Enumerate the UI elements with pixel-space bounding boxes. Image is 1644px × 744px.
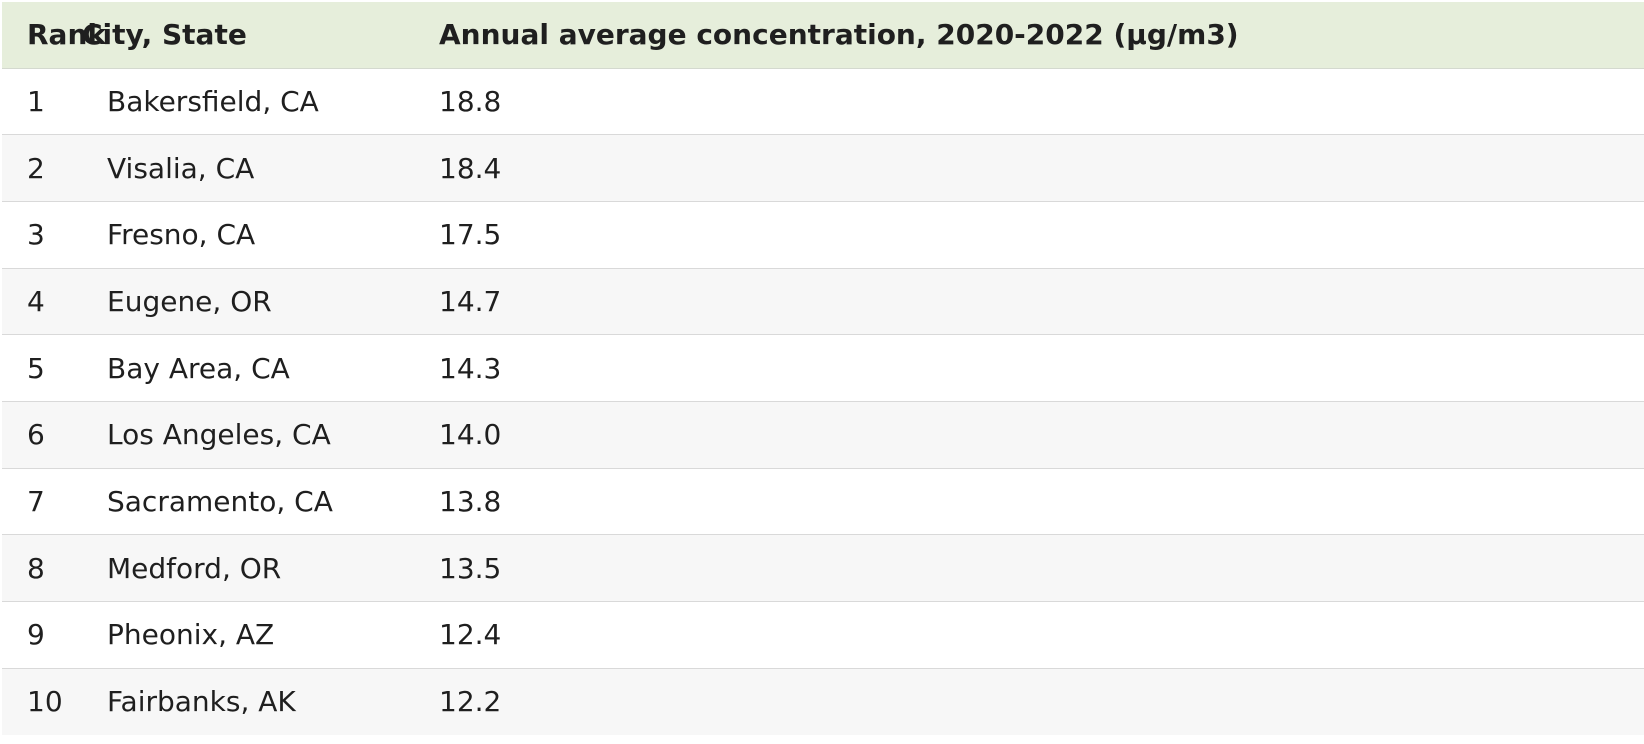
table-row: 4 Eugene, OR 14.7 <box>2 268 1644 336</box>
cell-value: 13.8 <box>413 468 1644 536</box>
cell-rank: 8 <box>2 534 82 602</box>
table-row: 7 Sacramento, CA 13.8 <box>2 468 1644 536</box>
cell-city: Fairbanks, AK <box>107 685 296 719</box>
table-row: 5 Bay Area, CA 14.3 <box>2 334 1644 402</box>
table-row: 9 Pheonix, AZ 12.4 <box>2 601 1644 669</box>
cell-city: Bakersfield, CA <box>82 68 413 136</box>
header-value-label: Annual average concentration, 2020-2022 … <box>439 18 1239 52</box>
cell-rank: 7 <box>2 468 82 536</box>
cell-value: 12.4 <box>413 601 1644 669</box>
table-row: 10 Fairbanks, AK 12.2 <box>2 668 1644 735</box>
cell-city: Medford, OR <box>82 534 413 602</box>
cell-rank: 10 <box>27 685 63 719</box>
cell-rank: 4 <box>2 268 82 336</box>
table-row: 3 Fresno, CA 17.5 <box>2 201 1644 269</box>
cell-value: 14.7 <box>413 268 1644 336</box>
cell-rank: 2 <box>2 134 82 202</box>
header-city: City, State <box>82 2 413 69</box>
cell-value: 13.5 <box>413 534 1644 602</box>
cell-value: 14.3 <box>413 334 1644 402</box>
header-city-label: City, State <box>82 18 247 52</box>
cell-city: Fresno, CA <box>82 201 413 269</box>
cell-city: Eugene, OR <box>82 268 413 336</box>
cell-rank: 3 <box>2 201 82 269</box>
header-rank: Rank <box>2 2 106 69</box>
cell-city: Pheonix, AZ <box>82 601 413 669</box>
header-row: Rank City, State Annual average concentr… <box>2 2 1644 69</box>
cell-value: 14.0 <box>413 401 1644 469</box>
cell-city: Los Angeles, CA <box>82 401 413 469</box>
table-header: Rank City, State Annual average concentr… <box>2 2 1644 69</box>
table-row: 8 Medford, OR 13.5 <box>2 534 1644 602</box>
table-row: 2 Visalia, CA 18.4 <box>2 134 1644 202</box>
cell-city: Visalia, CA <box>82 134 413 202</box>
cell-rank: 1 <box>2 68 82 136</box>
cell-value: 18.4 <box>413 134 1644 202</box>
cell-rank: 9 <box>2 601 82 669</box>
cell-value: 18.8 <box>413 68 1644 136</box>
cell-value: 12.2 <box>439 685 502 719</box>
header-value: Annual average concentration, 2020-2022 … <box>413 2 1644 69</box>
table-row: 6 Los Angeles, CA 14.0 <box>2 401 1644 469</box>
cell-city: Bay Area, CA <box>82 334 413 402</box>
cell-value: 17.5 <box>413 201 1644 269</box>
cell-rank: 6 <box>2 401 82 469</box>
table-row: 1 Bakersfield, CA 18.8 <box>2 68 1644 136</box>
cell-city: Sacramento, CA <box>82 468 413 536</box>
cell-rank: 5 <box>2 334 82 402</box>
table-body: 1 Bakersfield, CA 18.8 2 Visalia, CA 18.… <box>2 68 1644 735</box>
